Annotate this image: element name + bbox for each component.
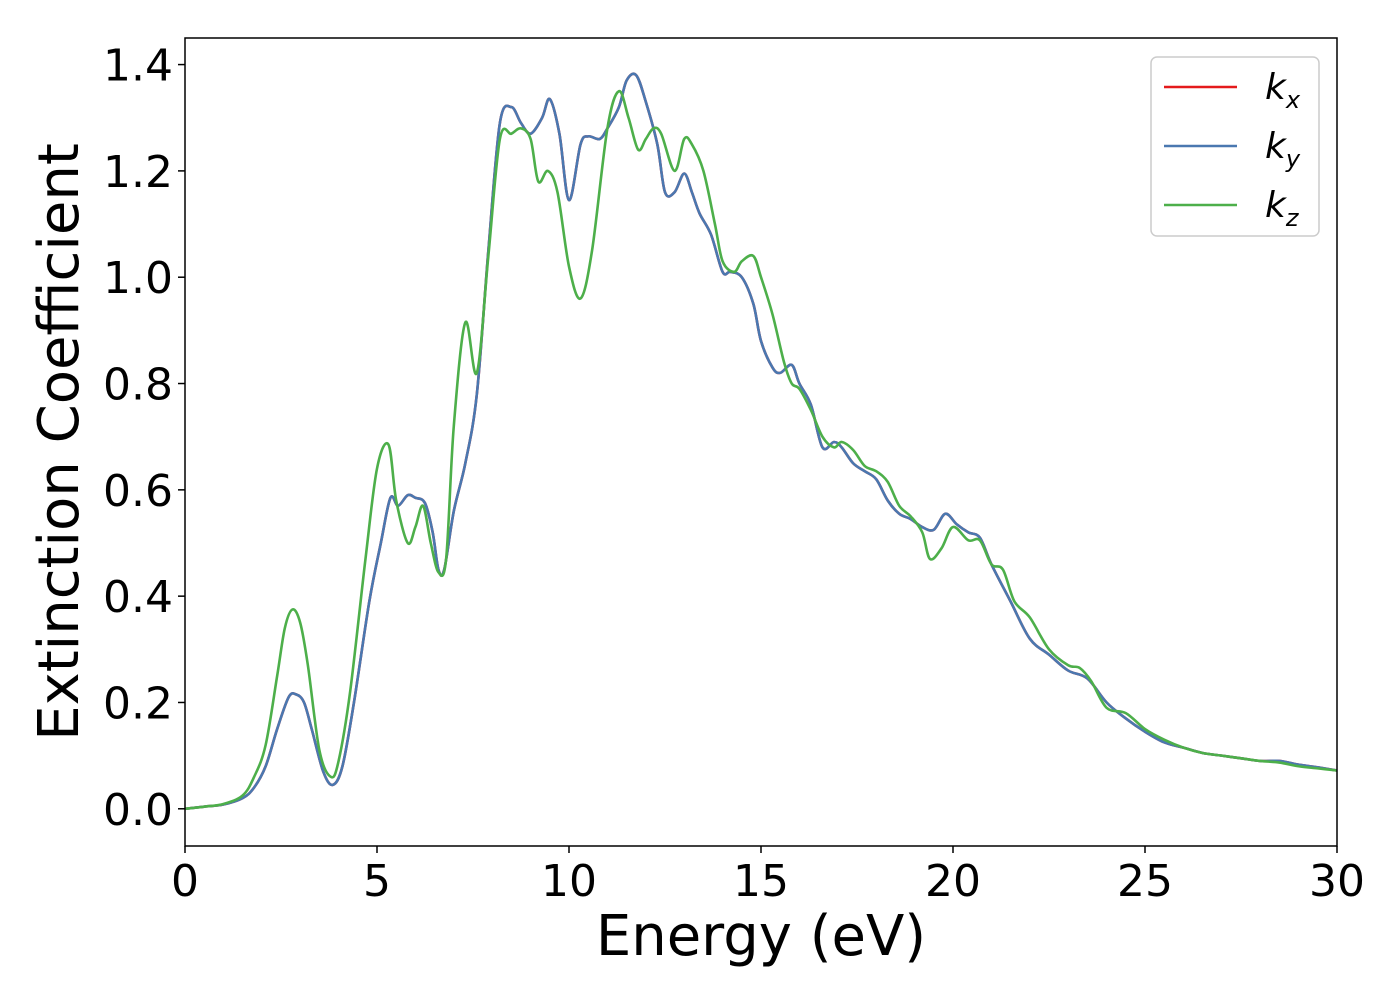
y-tick-label: 1.0 [103,253,173,304]
y-tick-label: 1.2 [103,147,173,198]
x-tick-label: 20 [925,856,981,907]
legend-label-z: kz [1265,185,1300,232]
x-tick-label: 25 [1117,856,1173,907]
series-line-y [185,72,1337,811]
y-axis-ticks: 0.0 0.2 0.4 0.6 0.8 1.0 1.2 1.4 [103,41,185,836]
y-tick-label: 0.8 [103,360,173,411]
y-tick-label: 0.0 [103,785,173,836]
legend-label-base: k [1265,185,1288,226]
y-axis-label: Extinction Coefficient [27,143,92,741]
y-tick-label: 1.4 [103,41,173,92]
x-tick-label: 5 [363,856,391,907]
series-layer [185,72,1337,811]
x-tick-label: 10 [541,856,597,907]
legend-label-base: k [1265,126,1288,167]
legend-label-x: kx [1265,67,1301,114]
legend-label-subscript: y [1285,145,1301,173]
legend-label-subscript: z [1285,204,1300,232]
series-line-z [185,89,1337,811]
legend-label-y: ky [1265,126,1301,173]
legend-label-base: k [1265,67,1288,108]
x-tick-label: 15 [733,856,789,907]
x-axis-ticks: 0 5 10 15 20 25 30 [171,846,1365,907]
y-tick-label: 0.4 [103,572,173,623]
x-axis-label: Energy (eV) [596,904,926,969]
y-tick-label: 0.2 [103,678,173,729]
x-tick-label: 30 [1309,856,1365,907]
x-tick-label: 0 [171,856,199,907]
legend-label-subscript: x [1285,86,1301,114]
y-tick-label: 0.6 [103,466,173,517]
